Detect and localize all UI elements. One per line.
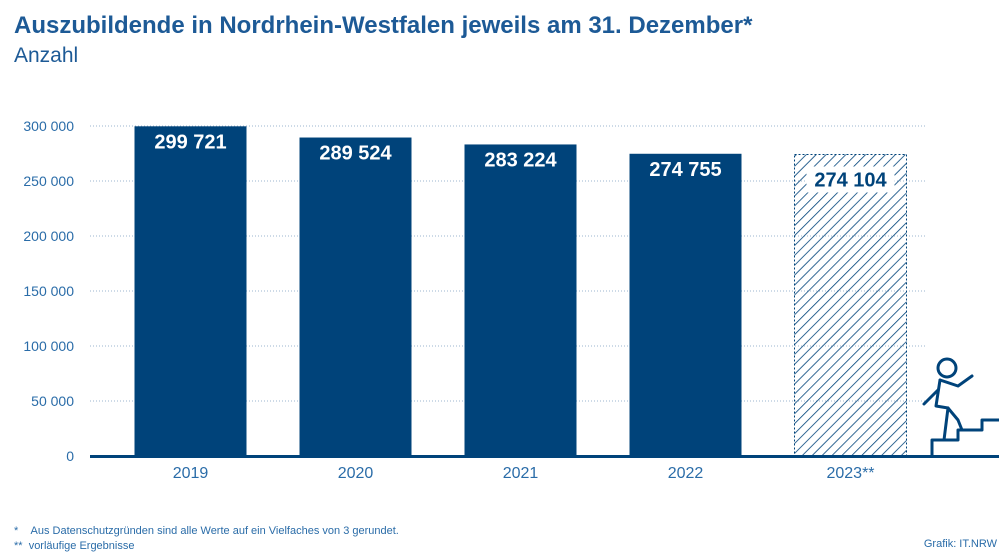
person-climbing-stairs-icon [922, 357, 999, 458]
y-tick-label: 50 000 [31, 393, 74, 409]
footnote-2-mark: ** [14, 540, 23, 552]
x-tick-label: 2023** [826, 465, 874, 482]
x-tick-label: 2019 [173, 465, 209, 482]
footnote-1-mark: * [14, 525, 19, 537]
y-tick-label: 150 000 [23, 283, 74, 299]
x-tick-label: 2022 [668, 465, 704, 482]
value-label: 274 755 [649, 159, 721, 181]
chart-subtitle: Anzahl [14, 44, 79, 67]
credit: Grafik: IT.NRW [923, 538, 997, 550]
value-label: 299 721 [154, 131, 226, 153]
footnotes: * Aus Datenschutzgründen sind alle Werte… [14, 524, 399, 554]
bar-2021 [464, 144, 577, 456]
chart-title: Auszubildende in Nordrhein-Westfalen jew… [14, 12, 753, 39]
bar-2022 [629, 153, 742, 456]
footnote-1-text: Aus Datenschutzgründen sind alle Werte a… [30, 525, 399, 537]
y-tick-label: 250 000 [23, 173, 74, 189]
x-axis-ticks: 2019 2020 2021 2022 2023** [173, 465, 875, 482]
bar-2023 [794, 153, 907, 457]
y-tick-label: 300 000 [23, 118, 74, 134]
y-axis-ticks: 0 50 000 100 000 150 000 200 000 250 000 300 0… [23, 118, 74, 464]
bar-2019 [134, 126, 247, 457]
y-tick-label: 0 [66, 448, 74, 464]
value-label: 283 224 [484, 149, 557, 171]
value-label: 274 104 [814, 169, 887, 191]
bar-chart: 0 50 000 100 000 150 000 200 000 250 000 300 0… [23, 118, 999, 482]
y-tick-label: 100 000 [23, 338, 74, 354]
bars: 299 721 289 524 283 224 274 755 274 104 [134, 126, 907, 457]
footnote-1: * Aus Datenschutzgründen sind alle Werte… [14, 524, 399, 539]
x-tick-label: 2021 [503, 465, 539, 482]
value-label: 289 524 [319, 143, 392, 165]
footnote-2-text: vorläufige Ergebnisse [28, 540, 135, 552]
y-tick-label: 200 000 [23, 228, 74, 244]
bar-2020 [299, 137, 412, 456]
footnote-2: ** vorläufige Ergebnisse [14, 539, 399, 554]
x-tick-label: 2020 [338, 465, 374, 482]
value-label-background [806, 166, 895, 193]
